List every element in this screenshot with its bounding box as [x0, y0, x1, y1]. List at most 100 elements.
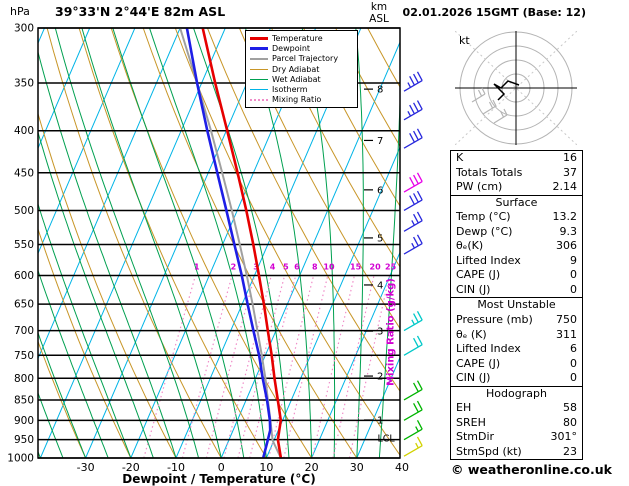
wind-barb [403, 400, 423, 421]
wet-adiabat-line [38, 331, 87, 458]
temperature-tick-label: 20 [305, 461, 319, 474]
index-value: 0 [570, 371, 577, 385]
index-label: SREH [456, 415, 486, 429]
altitude-unit-km: km [370, 1, 388, 13]
index-row: θₑ(K) 306 [451, 239, 582, 254]
index-label: θₑ (K) [456, 327, 487, 341]
km-tick-label: 6 [377, 185, 383, 196]
legend-item-label: Dewpoint [272, 43, 311, 53]
index-row: θₑ (K) 311 [451, 328, 582, 343]
plot-border [37, 27, 401, 459]
index-label: CAPE (J) [456, 356, 501, 370]
index-value: 306 [556, 239, 577, 253]
mixing-ratio-line [332, 275, 375, 458]
km-tick-label: 4 [377, 281, 383, 292]
dry-adiabat-line [38, 340, 87, 458]
index-label: EH [456, 401, 472, 415]
temperature-tick-label: -10 [167, 461, 185, 474]
wind-barb [403, 71, 423, 92]
pressure-tick-label: 1000 [7, 453, 34, 465]
index-label: Temp (°C) [456, 210, 511, 224]
km-tick-label: 7 [377, 136, 383, 147]
km-tick-label: 2 [377, 372, 383, 383]
index-row: CIN (J) 0 [451, 371, 582, 386]
isotherm-line [39, 28, 226, 458]
index-value: 6 [570, 342, 577, 356]
run-datetime: 02.01.2026 15GMT (Base: 12) [402, 6, 586, 19]
legend-item: Mixing Ratio [246, 95, 357, 105]
index-value: 2.14 [552, 180, 578, 194]
isotherm-line [311, 251, 400, 458]
pressure-tick-label: 450 [14, 167, 34, 179]
legend-item-label: Parcel Trajectory [272, 54, 339, 64]
mixing-ratio-value-label: 3 [253, 263, 259, 272]
legend-item-label: Mixing Ratio [272, 95, 322, 105]
index-value: 9 [570, 253, 577, 267]
index-label: CIN (J) [456, 282, 491, 296]
mixing-ratio-labels: 1 2 3 4 5 6 8 10 15 20 25 [194, 263, 397, 272]
table-section-title: Surface [451, 194, 582, 211]
index-row: CIN (J) 0 [451, 283, 582, 298]
mixing-ratio-line [268, 275, 315, 458]
dewpoint-curve [185, 28, 272, 458]
dry-adiabat-line [303, 28, 400, 207]
isotherm-line [265, 146, 400, 458]
pressure-tick-label: 400 [14, 125, 34, 137]
table-section-title: Hodograph [451, 385, 582, 402]
pressure-tick-label: 500 [14, 205, 34, 217]
index-label: K [456, 151, 464, 164]
index-row: Temp (°C) 13.2 [451, 210, 582, 225]
index-label: CIN (J) [456, 371, 491, 385]
legend-item-label: Wet Adiabat [272, 74, 321, 84]
index-label: Lifted Index [456, 253, 521, 267]
legend-item: Wet Adiabat [246, 74, 357, 84]
legend-line-sample [250, 89, 268, 91]
pressure-unit-label: hPa [10, 5, 30, 18]
index-value: 16 [563, 151, 577, 164]
mixing-ratio-value-label: 5 [283, 263, 289, 272]
index-value: 0 [570, 356, 577, 370]
hodograph-ghost-barb [482, 99, 497, 115]
legend-item-label: Dry Adiabat [272, 64, 320, 74]
pressure-tick-label: 600 [14, 270, 34, 282]
wind-barb-column [403, 71, 423, 457]
wet-adiabat-line [38, 391, 64, 458]
pressure-tick-label: 800 [14, 373, 34, 385]
index-row: Pressure (mb) 750 [451, 313, 582, 328]
wet-adiabat-line [54, 28, 200, 458]
mixing-ratio-axis-label: Mixing Ratio (g/kg) [386, 278, 397, 386]
pressure-axis-labels: 300 350 400 450 500 550 600 650 700 750 800 850 900 9… [7, 23, 34, 465]
mixing-ratio-value-label: 15 [350, 263, 362, 272]
wind-barb [403, 335, 423, 356]
legend-line-sample [250, 78, 268, 80]
hodograph [455, 31, 577, 145]
isotherm-line [38, 28, 91, 150]
index-label: PW (cm) [456, 180, 503, 194]
wind-barb [403, 190, 423, 212]
km-asl-axis: 1 2 3 4 5 6 7 8 [364, 85, 383, 427]
index-label: StmDir [456, 430, 495, 444]
temperature-tick-label: -20 [122, 461, 140, 474]
legend-line-sample [250, 57, 268, 60]
wind-barb [403, 172, 423, 193]
legend-line-sample [250, 46, 268, 50]
index-label: Totals Totals [456, 165, 523, 179]
indices-table: K 16 Totals Totals 37 PW (cm) 2.14 Surface Temp… [450, 150, 583, 461]
index-row: Lifted Index 6 [451, 342, 582, 357]
wind-barb [403, 100, 423, 121]
km-tick-label: 1 [377, 416, 383, 427]
legend-item: Dewpoint [246, 43, 357, 53]
index-value: 0 [570, 282, 577, 296]
isotherm-line [220, 40, 400, 458]
pressure-tick-label: 550 [14, 239, 34, 251]
table-section-title: Most Unstable [451, 297, 582, 313]
index-row: CAPE (J) 0 [451, 357, 582, 372]
wind-barb [403, 380, 423, 401]
legend-item: Isotherm [246, 84, 357, 94]
index-row: K 16 [451, 151, 582, 166]
mixing-ratio-value-label: 8 [312, 263, 318, 272]
legend-line-sample [250, 36, 268, 40]
index-row: StmDir 301° [451, 430, 582, 445]
index-value: 58 [563, 401, 577, 415]
